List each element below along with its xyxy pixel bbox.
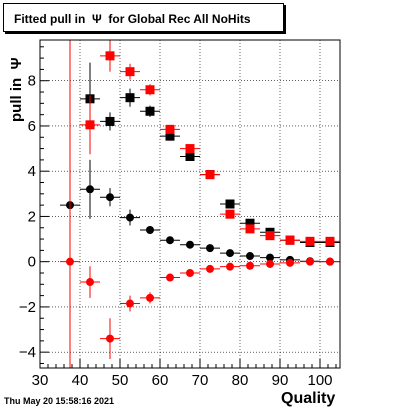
data-point-circle [326, 257, 334, 266]
data-point-circle [86, 185, 94, 194]
plot-background [40, 40, 340, 368]
x-tick-label: 100 [307, 372, 332, 389]
data-point-circle [246, 261, 254, 270]
x-tick-label: 80 [232, 372, 249, 389]
x-tick-label: 70 [192, 372, 209, 389]
data-point-circle [166, 236, 174, 245]
data-point-square [105, 51, 115, 61]
data-point-square [225, 199, 235, 209]
data-point-square [125, 67, 135, 77]
y-tick-label: 0 [28, 254, 36, 271]
data-point-circle [226, 262, 234, 271]
y-tick-label: −2 [19, 299, 36, 316]
y-tick-label: 8 [28, 73, 36, 90]
y-axis-label: pull in Ψ [8, 57, 25, 122]
data-point-square [165, 124, 175, 134]
data-point-circle [126, 213, 134, 222]
data-point-square [265, 231, 275, 241]
data-point-circle [106, 193, 114, 202]
data-point-square [145, 85, 155, 95]
data-point-circle [146, 293, 154, 302]
data-point-circle [106, 334, 114, 343]
x-tick-label: 40 [72, 372, 89, 389]
data-point-circle [206, 244, 214, 253]
x-tick-label: 60 [152, 372, 169, 389]
data-point-circle [126, 299, 134, 308]
y-tick-label: 6 [28, 118, 36, 135]
data-point-circle [186, 240, 194, 249]
data-point-circle [306, 257, 314, 266]
data-point-circle [86, 278, 94, 287]
data-point-circle [246, 252, 254, 261]
data-point-square [105, 116, 115, 126]
data-point-square [205, 170, 215, 180]
data-point-square [225, 209, 235, 219]
data-point-circle [66, 257, 74, 266]
y-tick-label: −4 [19, 344, 36, 361]
data-point-circle [266, 259, 274, 268]
y-tick-label: 2 [28, 208, 36, 225]
data-point-square [185, 144, 195, 154]
timestamp: Thu May 20 15:58:16 2021 [4, 396, 115, 406]
data-point-circle [266, 253, 274, 262]
data-point-square [325, 236, 335, 246]
x-tick-label: 50 [112, 372, 129, 389]
plot-frame [39, 39, 341, 369]
x-axis-label: Quality [281, 390, 336, 407]
x-tick-label: 30 [32, 372, 49, 389]
data-point-circle [226, 249, 234, 258]
data-point-square [165, 131, 175, 141]
data-point-square [185, 151, 195, 161]
x-tick-label: 90 [272, 372, 289, 389]
y-tick-label: 4 [28, 163, 36, 180]
chart-title: Fitted pull in Ψ for Global Rec All NoHi… [14, 12, 251, 26]
data-point-square [285, 235, 295, 245]
title-box: Fitted pull in Ψ for Global Rec All NoHi… [3, 3, 284, 32]
data-point-square [85, 120, 95, 130]
data-point-square [245, 224, 255, 234]
data-point-circle [286, 258, 294, 267]
data-point-square [245, 218, 255, 228]
data-point-square [305, 236, 315, 246]
data-point-circle [146, 226, 154, 235]
data-point-square [145, 106, 155, 116]
data-point-circle [166, 273, 174, 282]
data-point-square [125, 93, 135, 103]
data-point-circle [186, 268, 194, 277]
data-point-circle [206, 264, 214, 273]
